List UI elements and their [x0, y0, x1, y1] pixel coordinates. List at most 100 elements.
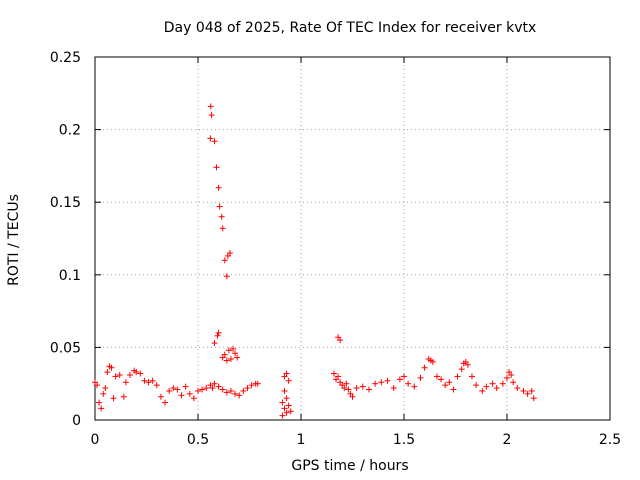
grid-lines [95, 57, 610, 420]
data-point [384, 377, 391, 384]
data-point [182, 383, 189, 390]
data-point [283, 370, 290, 377]
data-point [98, 405, 105, 412]
data-point [248, 382, 255, 389]
x-tick-label: 0 [91, 432, 100, 448]
x-tick-label: 2.5 [599, 432, 621, 448]
data-point [405, 380, 412, 387]
data-point [244, 385, 251, 392]
x-axis-label: GPS time / hours [291, 458, 408, 474]
data-point [468, 373, 475, 380]
data-point [458, 366, 465, 373]
data-point [162, 399, 169, 406]
data-point [281, 405, 288, 412]
data-point [209, 385, 216, 392]
data-point [108, 364, 115, 371]
data-point [330, 370, 337, 377]
data-point [227, 387, 234, 394]
data-point [524, 390, 531, 397]
data-point [483, 383, 490, 390]
data-point [479, 387, 486, 394]
y-tick-label: 0.15 [50, 195, 81, 211]
axis-ticks [94, 56, 611, 421]
data-point [473, 382, 480, 389]
y-tick-label: 0.05 [50, 340, 81, 356]
data-point [225, 347, 232, 354]
data-point [149, 377, 156, 384]
x-tick-label: 0.5 [187, 432, 209, 448]
data-point [279, 399, 286, 406]
data-point [493, 385, 500, 392]
data-point [190, 395, 197, 402]
data-point [232, 390, 239, 397]
data-point [287, 408, 294, 415]
data-point [145, 379, 152, 386]
data-point [195, 387, 201, 394]
data-point [489, 380, 496, 387]
data-point [528, 387, 535, 394]
data-point [240, 387, 247, 394]
data-point [285, 377, 292, 384]
data-point [378, 379, 385, 386]
data-point [207, 103, 214, 110]
data-point [365, 386, 372, 393]
data-point [218, 213, 225, 220]
data-point [283, 409, 290, 416]
data-point [223, 389, 230, 396]
data-points [92, 103, 537, 419]
data-point [208, 112, 215, 119]
data-point [285, 402, 292, 409]
data-point [226, 250, 233, 257]
data-point [199, 386, 206, 393]
data-point [411, 383, 418, 390]
data-point [396, 376, 403, 383]
data-point [223, 273, 230, 280]
data-point [216, 203, 223, 210]
data-point [281, 387, 288, 394]
data-point [236, 392, 243, 399]
chart-title: Day 048 of 2025, Rate Of TEC Index for r… [164, 20, 537, 36]
data-point [100, 390, 107, 397]
data-point [104, 369, 111, 376]
data-point [283, 395, 290, 402]
data-point [110, 395, 117, 402]
x-tick-labels: 0 0.5 1 1.5 2 2.5 [91, 432, 622, 448]
y-tick-label: 0 [72, 413, 81, 429]
data-point [178, 392, 185, 399]
data-point [137, 370, 144, 377]
data-point [120, 393, 127, 400]
data-point [438, 376, 445, 383]
y-tick-label: 0.2 [59, 123, 81, 139]
data-point [514, 385, 521, 392]
data-point [227, 356, 234, 363]
data-point [401, 373, 407, 380]
data-point [213, 164, 220, 171]
data-point [433, 373, 440, 380]
data-point [153, 382, 160, 389]
data-point [230, 345, 237, 352]
data-point [174, 386, 181, 393]
data-point [349, 393, 356, 400]
data-point [345, 386, 352, 393]
plot-frame [94, 56, 611, 421]
data-point [141, 377, 148, 384]
data-point [335, 373, 342, 380]
data-point [170, 385, 177, 392]
y-tick-label: 0.25 [50, 50, 81, 66]
data-point [207, 135, 214, 142]
data-point [450, 386, 457, 393]
data-point [341, 385, 348, 392]
data-point [337, 337, 344, 344]
data-point [127, 371, 134, 378]
data-point [186, 390, 193, 397]
x-tick-label: 2 [503, 432, 512, 448]
y-tick-labels: 0 0.05 0.1 0.15 0.2 0.25 [50, 50, 81, 429]
data-point [221, 257, 228, 264]
data-point [508, 371, 515, 378]
data-point [219, 386, 226, 393]
data-point [454, 373, 461, 380]
data-point [102, 385, 109, 392]
data-point [94, 382, 101, 389]
data-point [157, 393, 164, 400]
